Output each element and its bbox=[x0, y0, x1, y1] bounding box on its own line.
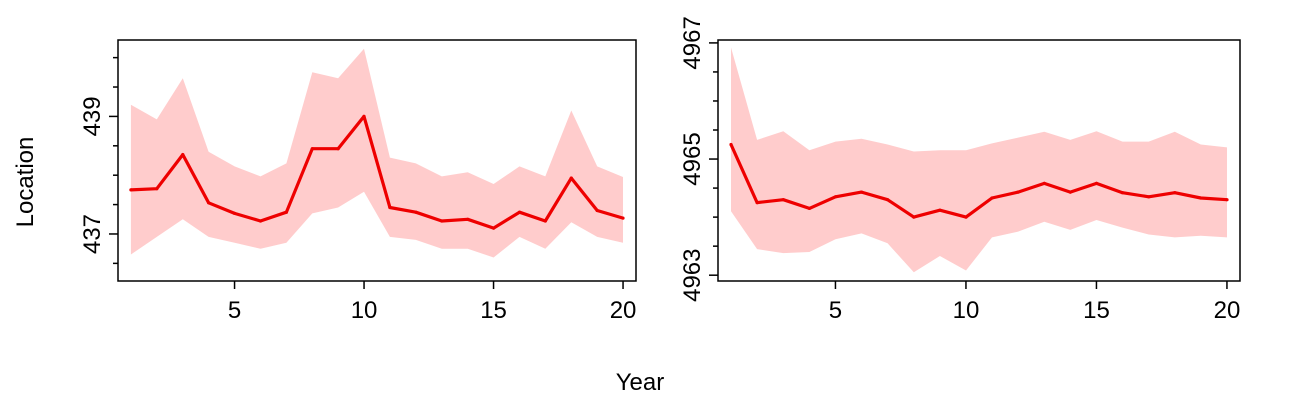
right-data-point bbox=[912, 215, 916, 219]
left-data-point bbox=[284, 210, 288, 214]
right-data-point bbox=[833, 195, 838, 199]
left-data-point bbox=[155, 187, 159, 191]
left-data-point bbox=[440, 219, 444, 223]
right-data-point bbox=[781, 198, 785, 202]
right-data-point bbox=[807, 206, 812, 210]
left-data-point bbox=[388, 205, 392, 210]
right-data-point bbox=[1042, 181, 1046, 185]
right-y-tick-label: 4963 bbox=[679, 249, 706, 302]
left-data-point bbox=[310, 147, 314, 151]
left-data-point bbox=[129, 188, 133, 192]
left-x-tick-label: 10 bbox=[351, 297, 378, 324]
right-plot-frame bbox=[717, 39, 1241, 282]
right-confidence-band bbox=[731, 47, 1227, 273]
right-data-point bbox=[1016, 190, 1020, 194]
right-data-point bbox=[964, 215, 968, 219]
right-data-point bbox=[1199, 196, 1203, 200]
left-confidence-band bbox=[130, 48, 623, 258]
left-data-point bbox=[233, 211, 237, 215]
right-x-tick-label: 5 bbox=[829, 297, 842, 324]
left-x-tick-label: 20 bbox=[610, 297, 637, 324]
right-x-tick-label: 20 bbox=[1214, 297, 1241, 324]
right-data-point bbox=[1068, 190, 1072, 194]
right-data-point bbox=[990, 196, 994, 200]
left-data-point bbox=[595, 208, 599, 213]
right-data-point bbox=[886, 198, 890, 202]
left-data-point bbox=[621, 216, 625, 220]
right-data-point bbox=[1173, 191, 1177, 195]
right-data-point bbox=[1147, 195, 1151, 199]
left-data-point bbox=[492, 226, 496, 230]
left-data-point bbox=[466, 217, 470, 221]
right-panel: 5 10 15 20 4963 4965 4967 bbox=[679, 16, 1241, 324]
right-y-tick-label: 4967 bbox=[679, 16, 706, 69]
right-data-point bbox=[1225, 198, 1229, 202]
left-x-tick-label: 5 bbox=[228, 297, 241, 324]
right-data-point bbox=[755, 201, 759, 205]
left-panel: 5 10 15 20 437 439 bbox=[79, 39, 637, 324]
y-axis-title: Location bbox=[12, 137, 39, 228]
left-x-tick-label: 15 bbox=[480, 297, 507, 324]
right-data-point bbox=[859, 190, 864, 194]
right-data-point bbox=[938, 208, 942, 212]
right-x-tick-label: 10 bbox=[953, 297, 980, 324]
left-y-tick-label: 439 bbox=[79, 96, 106, 136]
left-data-point bbox=[569, 176, 573, 180]
left-data-point bbox=[362, 114, 366, 118]
right-data-point bbox=[729, 142, 733, 147]
left-plot-frame bbox=[117, 39, 637, 282]
left-data-point bbox=[336, 147, 340, 151]
x-axis-title: Year bbox=[616, 369, 665, 396]
left-data-point bbox=[414, 210, 418, 214]
left-data-point bbox=[207, 201, 211, 205]
left-data-point bbox=[181, 153, 185, 157]
left-data-point bbox=[543, 219, 547, 223]
left-series-line bbox=[130, 114, 624, 230]
right-data-point bbox=[1094, 181, 1099, 185]
right-data-point bbox=[1120, 191, 1125, 195]
left-y-tick-label: 437 bbox=[79, 214, 106, 254]
left-data-point bbox=[258, 219, 263, 223]
right-y-tick-label: 4965 bbox=[679, 132, 706, 185]
right-series-line bbox=[729, 143, 1228, 219]
left-data-point bbox=[517, 210, 522, 214]
right-x-tick-label: 15 bbox=[1083, 297, 1110, 324]
